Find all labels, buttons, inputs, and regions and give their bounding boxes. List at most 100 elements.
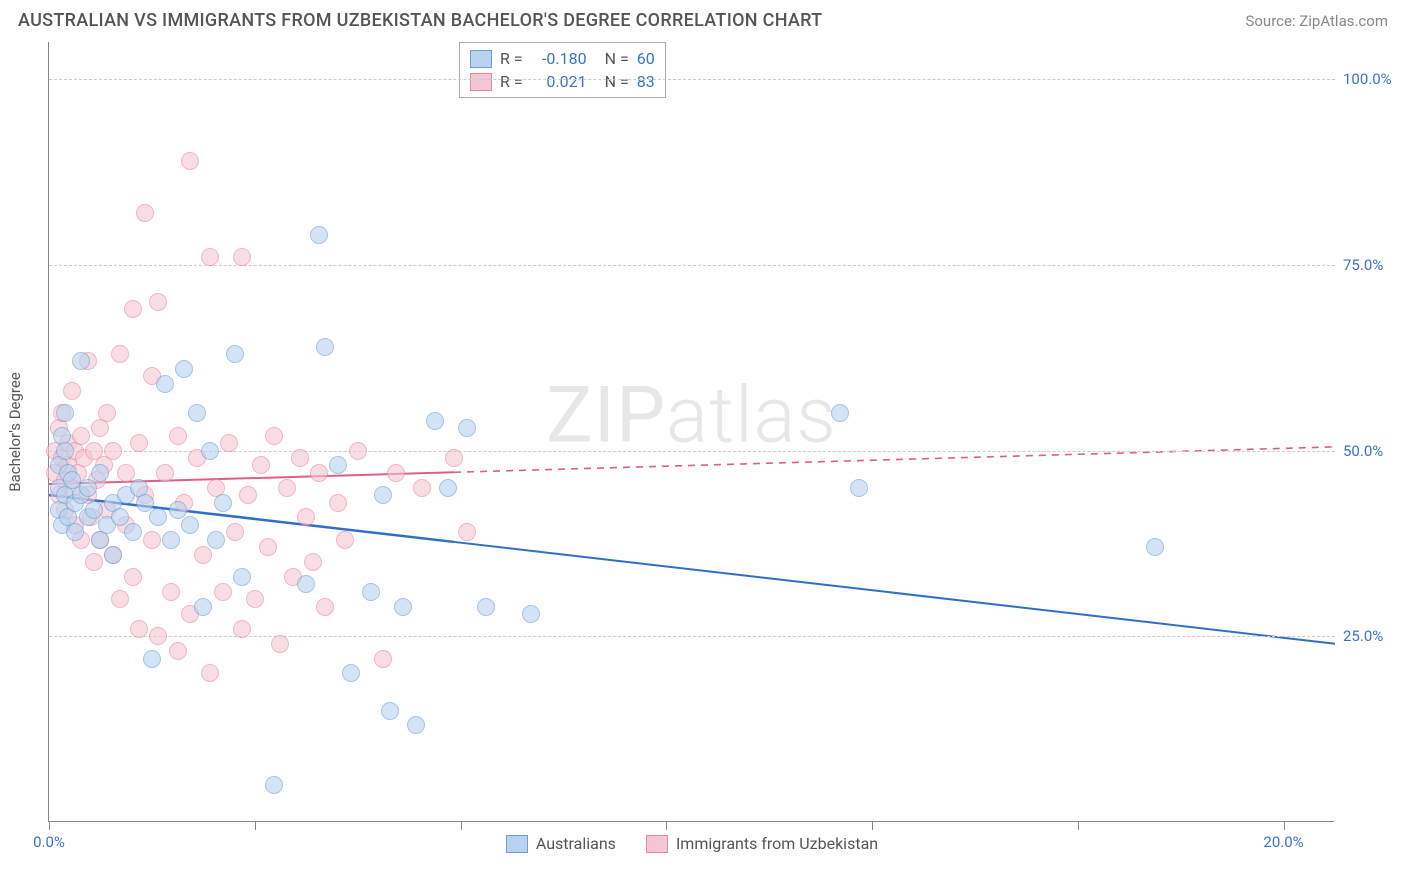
- scatter-point-b: [349, 442, 367, 460]
- legend-swatch-b: [470, 73, 492, 91]
- scatter-point-a: [91, 464, 109, 482]
- scatter-point-b: [374, 650, 392, 668]
- scatter-point-b: [72, 427, 90, 445]
- xtick: [872, 821, 873, 830]
- xtick: [461, 821, 462, 830]
- scatter-point-a: [104, 546, 122, 564]
- xtick: [1284, 821, 1285, 830]
- scatter-point-a: [207, 531, 225, 549]
- ytick-label: 100.0%: [1343, 70, 1392, 88]
- legend-n-value-b: 83: [637, 72, 655, 91]
- scatter-point-b: [458, 523, 476, 541]
- scatter-point-a: [56, 404, 74, 422]
- scatter-point-a: [175, 360, 193, 378]
- scatter-point-b: [117, 464, 135, 482]
- xtick: [1078, 821, 1079, 830]
- scatter-point-a: [426, 412, 444, 430]
- ytick-label: 75.0%: [1343, 256, 1383, 274]
- legend-n-label-b: N =: [605, 72, 629, 91]
- scatter-point-b: [387, 464, 405, 482]
- legend-row-a: R = -0.180 N = 60: [470, 47, 655, 70]
- scatter-point-b: [239, 486, 257, 504]
- scatter-point-b: [111, 590, 129, 608]
- scatter-point-a: [162, 531, 180, 549]
- legend-r-label-a: R =: [500, 49, 523, 68]
- scatter-point-a: [111, 508, 129, 526]
- scatter-point-b: [85, 553, 103, 571]
- scatter-point-b: [259, 538, 277, 556]
- chart-title: AUSTRALIAN VS IMMIGRANTS FROM UZBEKISTAN…: [18, 10, 822, 31]
- scatter-point-b: [226, 523, 244, 541]
- scatter-point-a: [124, 523, 142, 541]
- watermark-thin: atlas: [666, 370, 837, 461]
- scatter-point-b: [297, 508, 315, 526]
- scatter-point-a: [381, 702, 399, 720]
- series-legend-item-b: Immigrants from Uzbekistan: [646, 834, 878, 853]
- scatter-point-b: [445, 449, 463, 467]
- scatter-point-a: [850, 479, 868, 497]
- watermark: ZIPatlas: [546, 370, 837, 461]
- scatter-point-b: [336, 531, 354, 549]
- scatter-point-b: [124, 300, 142, 318]
- legend-r-value-a: -0.180: [531, 49, 587, 68]
- plot-region: Bachelor's Degree ZIPatlas R = -0.180 N …: [48, 42, 1334, 822]
- scatter-point-a: [458, 419, 476, 437]
- scatter-point-b: [271, 635, 289, 653]
- scatter-point-b: [233, 248, 251, 266]
- scatter-point-a: [1146, 538, 1164, 556]
- scatter-point-a: [169, 501, 187, 519]
- scatter-point-a: [477, 598, 495, 616]
- scatter-point-a: [226, 345, 244, 363]
- scatter-point-a: [310, 226, 328, 244]
- scatter-point-a: [181, 516, 199, 534]
- scatter-point-b: [310, 464, 328, 482]
- scatter-point-a: [72, 352, 90, 370]
- watermark-bold: ZIP: [546, 370, 666, 461]
- series-legend-item-a: Australians: [506, 834, 616, 853]
- scatter-point-b: [252, 456, 270, 474]
- scatter-point-b: [181, 152, 199, 170]
- scatter-point-b: [98, 404, 116, 422]
- scatter-point-a: [316, 338, 334, 356]
- scatter-point-a: [156, 375, 174, 393]
- gridline-y: [49, 451, 1335, 452]
- scatter-point-a: [522, 605, 540, 623]
- scatter-point-b: [316, 598, 334, 616]
- correlation-legend: R = -0.180 N = 60 R = 0.021 N = 83: [459, 42, 666, 98]
- scatter-point-a: [362, 583, 380, 601]
- scatter-point-b: [162, 583, 180, 601]
- scatter-point-b: [149, 293, 167, 311]
- ytick-label: 50.0%: [1343, 442, 1383, 460]
- chart-area: Bachelor's Degree ZIPatlas R = -0.180 N …: [48, 42, 1388, 842]
- scatter-point-b: [329, 494, 347, 512]
- scatter-point-b: [304, 553, 322, 571]
- xtick-label: 20.0%: [1263, 833, 1303, 851]
- scatter-point-b: [149, 627, 167, 645]
- series-label-a: Australians: [536, 834, 616, 853]
- scatter-point-a: [831, 404, 849, 422]
- scatter-point-a: [149, 508, 167, 526]
- scatter-point-b: [201, 664, 219, 682]
- scatter-point-a: [79, 479, 97, 497]
- series-swatch-a: [506, 835, 528, 853]
- legend-r-label-b: R =: [500, 72, 523, 91]
- series-legend: Australians Immigrants from Uzbekistan: [49, 834, 1335, 853]
- xtick: [49, 821, 50, 830]
- scatter-point-b: [169, 427, 187, 445]
- scatter-point-b: [104, 442, 122, 460]
- xtick: [255, 821, 256, 830]
- y-axis-label: Bachelor's Degree: [6, 372, 24, 492]
- scatter-point-b: [63, 382, 81, 400]
- scatter-point-b: [214, 583, 232, 601]
- scatter-point-b: [278, 479, 296, 497]
- scatter-point-b: [136, 204, 154, 222]
- scatter-point-a: [214, 494, 232, 512]
- scatter-point-b: [265, 427, 283, 445]
- legend-r-value-b: 0.021: [531, 72, 587, 91]
- scatter-point-a: [394, 598, 412, 616]
- scatter-point-b: [169, 642, 187, 660]
- scatter-point-a: [374, 486, 392, 504]
- scatter-point-a: [143, 650, 161, 668]
- legend-swatch-a: [470, 50, 492, 68]
- legend-row-b: R = 0.021 N = 83: [470, 70, 655, 93]
